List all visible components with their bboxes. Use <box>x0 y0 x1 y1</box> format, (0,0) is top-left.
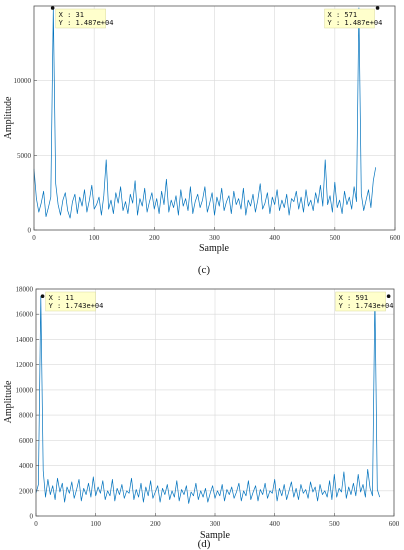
y-tick-label-d: 12000 <box>16 361 34 369</box>
x-tick-label-c: 100 <box>89 234 100 242</box>
datatip-box-d <box>335 291 386 312</box>
x-tick-label-c: 200 <box>149 234 160 242</box>
x-axis-label-d: Sample <box>200 530 231 541</box>
x-axis-label-c: Sample <box>199 243 230 254</box>
y-tick-label-d: 16000 <box>16 311 34 319</box>
datatip-marker-d <box>386 294 391 298</box>
panel-label-c: (c) <box>198 264 211 276</box>
datatip-box-d <box>45 291 96 312</box>
datatip-x-text-d: X : 591 <box>339 294 369 302</box>
x-tick-label-d: 0 <box>34 520 38 528</box>
datatip-box-c <box>55 8 106 29</box>
datatip-y-text-d: Y : 1.743e+04 <box>339 302 394 310</box>
x-tick-label-d: 300 <box>210 520 221 528</box>
y-tick-label-c: 10000 <box>14 77 32 85</box>
datatip-x-text-c: X : 31 <box>59 11 84 19</box>
datatip-marker-d <box>40 294 45 298</box>
y-tick-label-d: 14000 <box>16 336 34 344</box>
y-tick-label-d: 18000 <box>16 286 34 294</box>
x-tick-label-c: 0 <box>32 234 36 242</box>
y-tick-label-d: 10000 <box>16 386 34 394</box>
chart-panel-d: 0 100 200 300 400 500 600020004000600080001000… <box>3 286 400 550</box>
x-tick-label-c: 300 <box>209 234 220 242</box>
datatip-x-text-d: X : 11 <box>49 294 74 302</box>
datatip-y-text-c: Y : 1.487e+04 <box>59 19 114 27</box>
y-tick-label-d: 2000 <box>19 487 34 495</box>
y-tick-label-d: 8000 <box>19 412 34 420</box>
panel-label-d: (d) <box>198 538 211 550</box>
datatip-marker-c <box>375 6 380 10</box>
x-tick-label-c: 500 <box>330 234 341 242</box>
ticks-c: 0 100 200 300 400 500 600 0 5000 10000 <box>14 77 401 242</box>
amplitude-series-c <box>33 7 377 219</box>
x-tick-label-d: 600 <box>389 520 400 528</box>
y-tick-label-d: 6000 <box>19 437 34 445</box>
x-tick-label-c: 600 <box>390 234 401 242</box>
y-axis-label-c: Amplitude <box>3 96 14 139</box>
amplitude-series-d <box>35 295 381 504</box>
x-tick-label-d: 100 <box>90 520 101 528</box>
datatip-x-text-c: X : 571 <box>328 11 358 19</box>
y-tick-label-c: 0 <box>28 227 32 235</box>
datatip-box-c <box>324 8 375 29</box>
datatip-y-text-c: Y : 1.487e+04 <box>328 19 383 27</box>
datatip-y-text-d: Y : 1.743e+04 <box>49 302 104 310</box>
x-tick-label-d: 400 <box>269 520 280 528</box>
y-tick-label-c: 5000 <box>17 152 32 160</box>
y-axis-label-d: Amplitude <box>3 380 14 423</box>
x-tick-label-d: 200 <box>150 520 161 528</box>
x-tick-label-c: 400 <box>269 234 280 242</box>
y-tick-label-d: 4000 <box>19 462 34 470</box>
datatip-marker-c <box>50 6 55 10</box>
x-tick-label-d: 500 <box>329 520 340 528</box>
ticks-d: 0 100 200 300 400 500 600020004000600080001000… <box>16 286 400 529</box>
y-tick-label-d: 0 <box>30 513 34 521</box>
